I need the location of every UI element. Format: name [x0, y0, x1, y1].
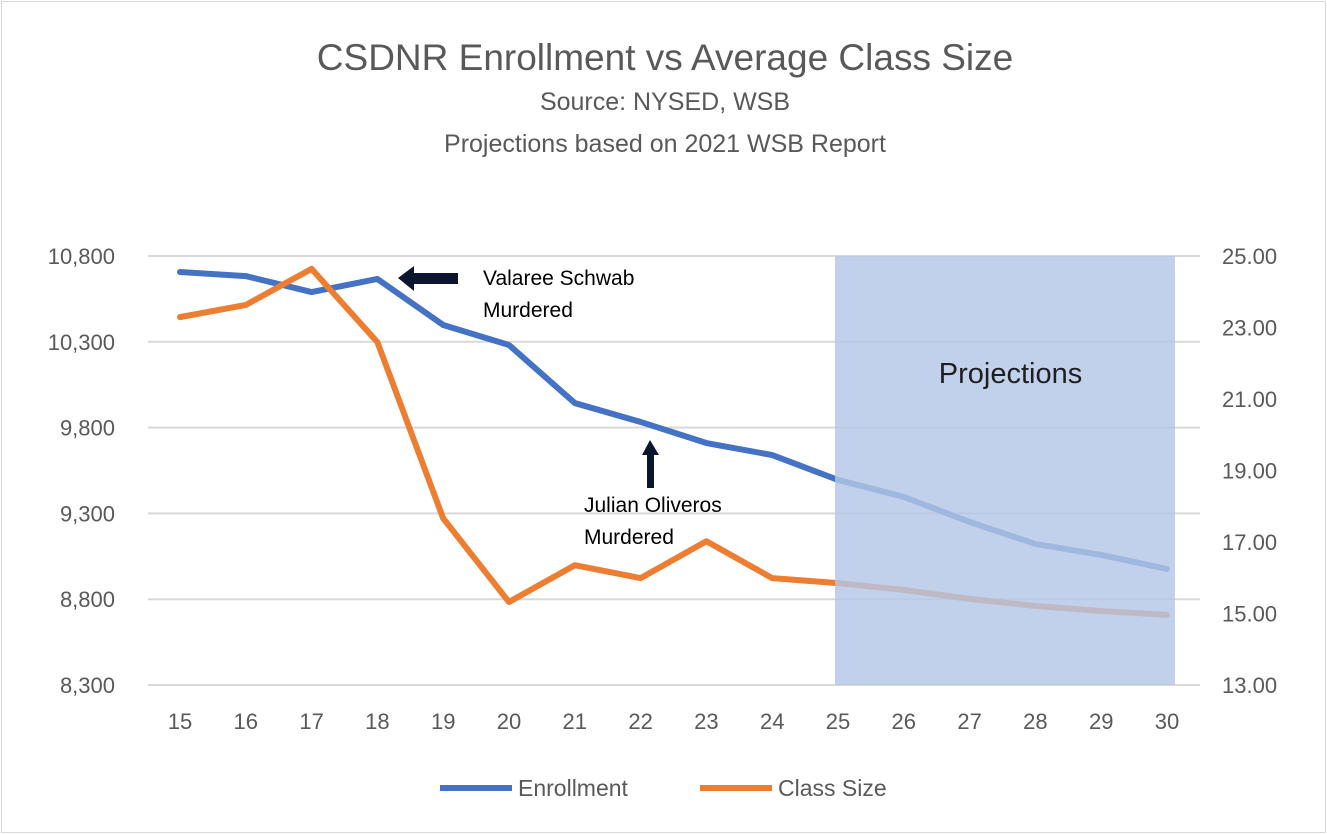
annotation-julian: Murdered — [584, 526, 674, 549]
x-tick-label: 23 — [694, 709, 718, 734]
chart-subtitle-source: Source: NYSED, WSB — [540, 88, 790, 116]
x-tick-label: 28 — [1023, 709, 1047, 734]
x-tick-label: 18 — [365, 709, 389, 734]
x-tick-label: 26 — [892, 709, 916, 734]
x-tick-label: 30 — [1155, 709, 1179, 734]
x-tick-label: 25 — [826, 709, 850, 734]
x-tick-label: 19 — [431, 709, 455, 734]
y-right-tick-label: 13.00 — [1222, 673, 1277, 698]
y-right-tick-label: 19.00 — [1222, 459, 1277, 484]
x-tick-label: 27 — [957, 709, 981, 734]
y-right-tick-label: 17.00 — [1222, 530, 1277, 555]
annotation-julian: Julian Oliveros — [584, 494, 722, 517]
projections-label: Projections — [939, 358, 1082, 390]
x-tick-label: 20 — [497, 709, 521, 734]
legend-label: Class Size — [778, 775, 887, 801]
arrow-up-icon — [642, 440, 659, 488]
x-tick-label: 15 — [168, 709, 192, 734]
x-tick-label: 17 — [299, 709, 323, 734]
y-right-tick-label: 25.00 — [1222, 244, 1277, 269]
x-tick-label: 21 — [563, 709, 587, 734]
legend-label: Enrollment — [518, 775, 629, 801]
chart-title: CSDNR Enrollment vs Average Class Size — [317, 37, 1013, 78]
x-tick-label: 29 — [1089, 709, 1113, 734]
annotation-valaree: Murdered — [483, 299, 573, 322]
annotation-valaree: Valaree Schwab — [483, 267, 634, 290]
chart-subtitle-projections: Projections based on 2021 WSB Report — [444, 130, 886, 158]
projections-region — [835, 256, 1175, 685]
y-left-tick-label: 8,300 — [60, 673, 115, 698]
y-left-tick-label: 10,800 — [48, 244, 115, 269]
x-tick-label: 16 — [234, 709, 258, 734]
y-left-tick-label: 9,300 — [60, 501, 115, 526]
y-left-tick-label: 10,300 — [48, 330, 115, 355]
y-right-tick-label: 21.00 — [1222, 387, 1277, 412]
y-left-tick-label: 9,800 — [60, 416, 115, 441]
x-tick-label: 24 — [760, 709, 784, 734]
x-tick-label: 22 — [628, 709, 652, 734]
y-right-tick-label: 15.00 — [1222, 602, 1277, 627]
arrow-left-icon — [398, 266, 458, 291]
y-left-tick-label: 8,800 — [60, 587, 115, 612]
y-right-tick-label: 23.00 — [1222, 316, 1277, 341]
